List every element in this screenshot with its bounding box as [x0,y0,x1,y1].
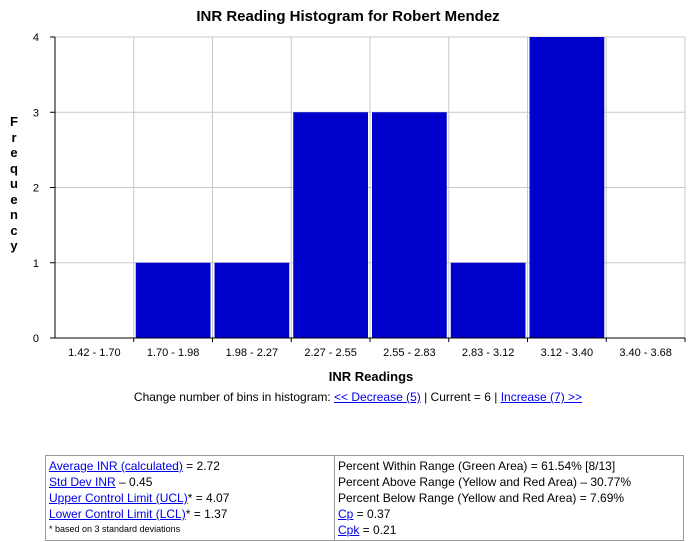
x-tick-label: 3.12 - 3.40 [541,347,594,359]
bins-current: | Current = 6 | [420,390,501,404]
ucl-value: * = 4.07 [187,491,230,505]
statistics-right-cell: Percent Within Range (Green Area) = 61.5… [334,455,684,541]
increase-bins-link[interactable]: Increase (7) >> [500,390,583,404]
percent-below-range: Percent Below Range (Yellow and Red Area… [338,491,625,505]
x-tick-label: 2.27 - 2.55 [304,347,357,359]
bins-control: Change number of bins in histogram: << D… [0,390,696,404]
x-tick-label: 3.40 - 3.68 [619,347,672,359]
percent-within-range: Percent Within Range (Green Area) = 61.5… [338,459,616,473]
cp-link[interactable]: Cp [338,507,354,521]
y-axis-label-char: c [10,222,18,238]
chart-title: INR Reading Histogram for Robert Mendez [196,8,500,25]
histogram-bar [293,112,368,338]
y-axis-label-char: n [10,207,18,222]
cpk-row: Cpk = 0.21 [338,522,680,538]
x-tick-label: 1.70 - 1.98 [147,347,200,359]
histogram-bar [372,112,447,338]
bins-prefix: Change number of bins in histogram: [133,390,335,404]
cpk-link[interactable]: Cpk [338,523,360,537]
statistics-table: Average INR (calculated) = 2.72 Std Dev … [45,455,684,541]
decrease-bins-link[interactable]: << Decrease (5) [334,390,421,404]
axes [50,36,686,342]
std-dev-value: – 0.45 [115,475,153,489]
bars [135,37,605,338]
x-tick-label: 1.98 - 2.27 [226,347,279,359]
x-tick-labels: 1.42 - 1.70 1.70 - 1.98 1.98 - 2.27 2.27 - … [68,347,672,359]
ucl-row: Upper Control Limit (UCL)* = 4.07 [49,490,331,506]
y-axis-label-char: u [10,176,18,191]
x-tick-label: 2.55 - 2.83 [383,347,436,359]
cpk-value: = 0.21 [359,523,397,537]
y-tick-label: 3 [33,107,39,119]
y-tick-label: 0 [33,333,39,345]
lcl-row: Lower Control Limit (LCL)* = 1.37 [49,506,331,522]
y-tick-labels: 0 1 2 3 4 [33,32,39,345]
cp-value: = 0.37 [353,507,391,521]
y-axis-label-char: y [10,238,18,253]
x-tick-label: 1.42 - 1.70 [68,347,121,359]
std-dev-link[interactable]: Std Dev INR [49,475,116,489]
std-dev-row: Std Dev INR – 0.45 [49,474,331,490]
y-tick-label: 4 [33,32,39,44]
footnote: * based on 3 standard deviations [49,524,181,534]
histogram-chart: 0 1 2 3 4 1.42 - 1.70 1.70 - 1.98 1.98 - 2.27 2… [33,32,686,359]
lcl-link[interactable]: Lower Control Limit (LCL) [49,507,186,521]
y-tick-label: 2 [33,183,39,195]
y-tick-label: 1 [33,258,39,270]
histogram-bar [214,262,290,338]
cp-row: Cp = 0.37 [338,506,680,522]
y-axis-label-char: F [10,114,18,129]
average-inr-value: = 2.72 [182,459,220,473]
x-axis-label: INR Readings [328,369,414,384]
histogram-bar [529,37,605,338]
y-axis-label-char: e [10,145,18,160]
x-tick-label: 2.83 - 3.12 [462,347,515,359]
average-inr-link[interactable]: Average INR (calculated) [49,459,183,473]
histogram-bar [450,262,526,338]
y-axis-label-char: q [10,160,18,176]
y-axis-label-char: e [10,191,18,207]
histogram-bar [135,262,211,338]
percent-above-range: Percent Above Range (Yellow and Red Area… [338,475,632,489]
lcl-value: * = 1.37 [185,507,228,521]
statistics-left-cell: Average INR (calculated) = 2.72 Std Dev … [45,455,335,541]
ucl-link[interactable]: Upper Control Limit (UCL) [49,491,188,505]
average-inr-row: Average INR (calculated) = 2.72 [49,458,331,474]
y-axis-label-char: r [11,129,17,145]
